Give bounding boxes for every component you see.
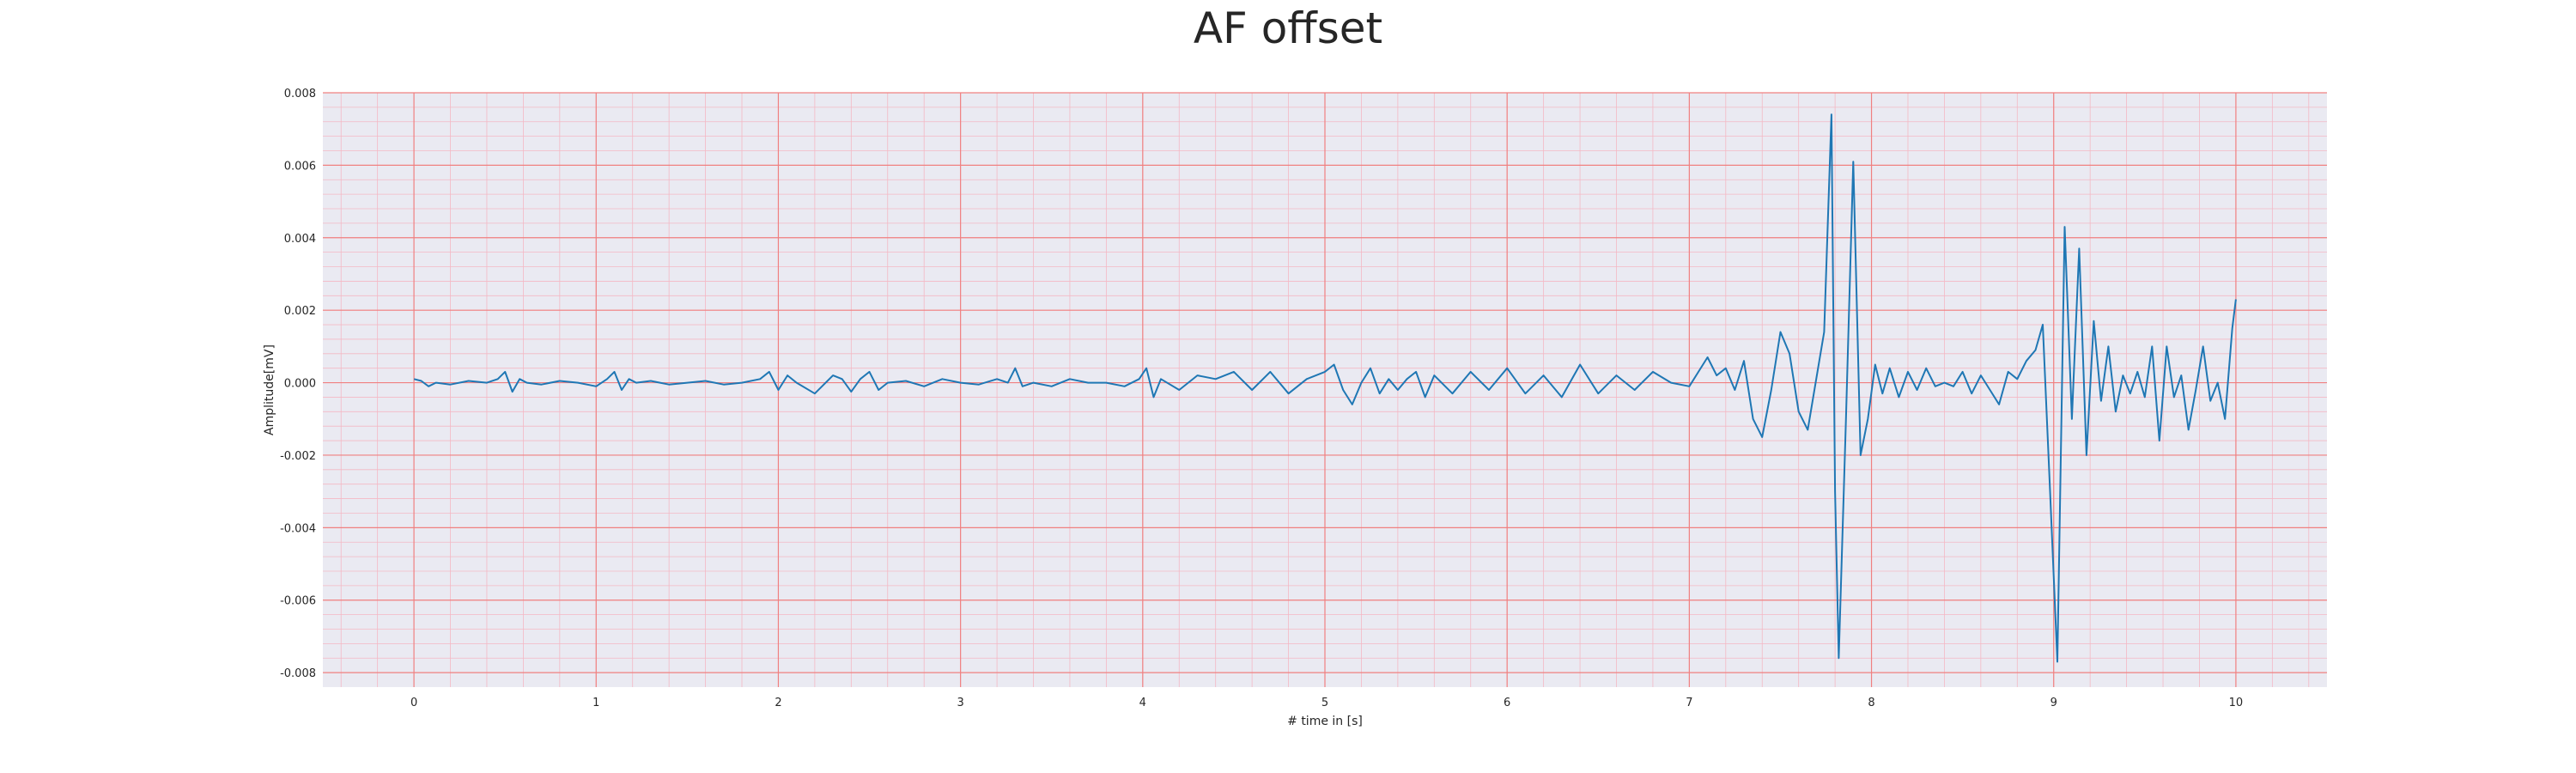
y-tick-label: -0.004 [280,522,316,535]
y-tick-label: 0.004 [284,233,316,246]
y-tick-label: 0.008 [284,88,316,100]
y-axis-ticks: 0.008 0.006 0.004 0.002 0.000 -0.002 -0.004 -0.… [280,88,316,680]
x-tick-label: 2 [775,697,781,709]
x-tick-label: 5 [1321,697,1328,709]
x-tick-label: 9 [2050,697,2057,709]
y-axis-label: Amplitude[mV] [263,344,276,435]
x-tick-label: 8 [1868,697,1874,709]
x-tick-label: 1 [592,697,599,709]
x-axis-label: # time in [s] [1287,715,1363,728]
y-tick-label: 0.006 [284,160,316,173]
x-tick-label: 10 [2229,697,2244,709]
y-tick-label: -0.008 [280,667,316,680]
x-tick-label: 6 [1504,697,1510,709]
major-grid [323,92,2327,687]
x-tick-label: 3 [957,697,963,709]
x-tick-label: 4 [1139,697,1146,709]
y-tick-label: -0.002 [280,450,316,463]
y-tick-label: 0.002 [284,305,316,318]
y-tick-label: -0.006 [280,595,316,608]
x-tick-label: 0 [410,697,417,709]
x-axis-ticks: 0 1 2 3 4 5 6 7 8 9 10 [410,697,2243,709]
y-tick-label: 0.000 [284,378,316,391]
x-tick-label: 7 [1686,697,1692,709]
series-line [413,113,2237,663]
chart-title: AF offset [1193,3,1383,53]
